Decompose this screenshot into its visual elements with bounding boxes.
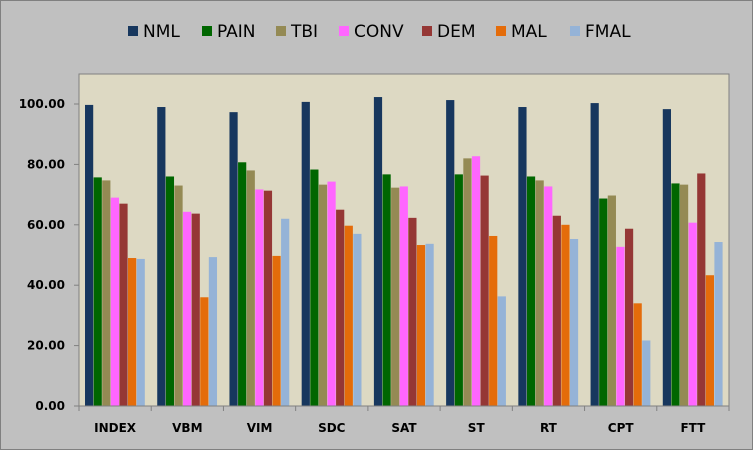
y-tick-label: 80.00: [27, 157, 65, 171]
bar-conv-st: [471, 156, 481, 406]
x-tick-label: VBM: [172, 421, 202, 435]
bar-pain-sdc: [310, 169, 319, 406]
bar-nml-sdc: [301, 101, 310, 406]
bar-dem-sat: [408, 217, 417, 406]
bar-fmal-index: [136, 258, 145, 406]
bar-fmal-cpt: [642, 340, 651, 406]
bar-mal-sat: [416, 245, 426, 406]
bar-conv-vim: [255, 189, 264, 406]
bar-pain-index: [93, 177, 102, 406]
legend-label-tbi: TBI: [290, 22, 318, 42]
x-tick-label: CPT: [608, 421, 635, 435]
bar-dem-cpt: [624, 228, 634, 406]
bar-fmal-sat: [425, 243, 434, 406]
bars: [85, 97, 723, 407]
x-tick-label: FTT: [680, 421, 706, 435]
y-tick-label: 20.00: [27, 339, 65, 353]
bar-dem-vbm: [191, 213, 200, 406]
x-tick-label: INDEX: [94, 421, 137, 435]
legend-swatch-mal: [496, 26, 506, 36]
y-tick-label: 40.00: [27, 278, 65, 292]
bar-nml-st: [446, 100, 455, 406]
x-tick-label: SAT: [391, 421, 417, 435]
bar-fmal-vim: [281, 218, 290, 406]
bar-fmal-vbm: [208, 257, 218, 406]
bar-mal-vim: [272, 255, 281, 406]
bar-mal-cpt: [633, 303, 642, 406]
bar-fmal-st: [497, 296, 506, 406]
legend-swatch-conv: [339, 26, 349, 36]
bar-conv-index: [110, 197, 120, 406]
bar-conv-ftt: [688, 222, 697, 406]
bar-pain-ftt: [671, 183, 680, 406]
legend-label-conv: CONV: [354, 22, 404, 42]
x-tick-label: ST: [468, 421, 486, 435]
bar-pain-st: [454, 174, 463, 406]
y-tick-label: 100.00: [19, 97, 65, 111]
legend-swatch-pain: [202, 26, 212, 36]
bar-tbi-index: [102, 180, 111, 406]
y-tick-label: 0.00: [35, 399, 65, 413]
bar-pain-rt: [526, 176, 536, 406]
legend-swatch-fmal: [570, 26, 580, 36]
bar-fmal-ftt: [714, 242, 723, 406]
x-tick-label: SDC: [318, 421, 346, 435]
bar-dem-vim: [263, 190, 273, 406]
legend-swatch-dem: [422, 26, 432, 36]
bar-mal-ftt: [705, 275, 714, 406]
bar-pain-sat: [382, 174, 391, 406]
bar-fmal-sdc: [353, 233, 362, 406]
bar-mal-rt: [561, 224, 570, 406]
bar-dem-index: [119, 203, 128, 406]
bar-nml-vim: [229, 112, 238, 407]
bar-dem-st: [480, 175, 489, 406]
legend-swatch-nml: [128, 26, 138, 36]
bar-fmal-rt: [569, 238, 579, 406]
legend: NML PAIN TBI CONV DEM MAL FMAL: [128, 22, 631, 42]
legend-label-pain: PAIN: [217, 22, 256, 42]
x-tick-label: VIM: [247, 421, 273, 435]
legend-label-mal: MAL: [511, 22, 547, 42]
x-tick-label: RT: [540, 421, 558, 435]
bar-conv-sdc: [327, 181, 336, 406]
bar-nml-ftt: [662, 109, 671, 406]
bar-tbi-sdc: [318, 184, 328, 406]
bar-pain-vim: [238, 162, 247, 406]
bar-mal-st: [489, 235, 498, 406]
bar-nml-rt: [518, 107, 527, 407]
bar-tbi-ftt: [679, 184, 689, 406]
bar-dem-rt: [552, 215, 561, 406]
bar-mal-vbm: [200, 297, 209, 406]
bar-conv-cpt: [616, 246, 625, 406]
bar-mal-index: [128, 258, 137, 406]
bar-tbi-vbm: [174, 185, 183, 406]
axes: 0.00 20.00 40.00 60.00 80.00 100.00 INDEX VBM VI…: [19, 74, 730, 435]
bar-dem-ftt: [697, 173, 706, 406]
bar-pain-vbm: [165, 176, 175, 406]
legend-label-fmal: FMAL: [585, 22, 631, 42]
legend-label-nml: NML: [143, 22, 180, 42]
legend-swatch-tbi: [276, 26, 286, 36]
bar-dem-sdc: [336, 209, 345, 406]
legend-label-dem: DEM: [437, 22, 476, 42]
bar-tbi-st: [463, 158, 472, 406]
bar-conv-sat: [399, 186, 408, 406]
bar-tbi-cpt: [607, 195, 616, 406]
bar-tbi-vim: [246, 170, 255, 406]
bar-conv-vbm: [183, 211, 192, 406]
bar-nml-vbm: [157, 107, 166, 407]
bar-nml-cpt: [590, 103, 599, 406]
bar-nml-sat: [373, 97, 383, 407]
bar-pain-cpt: [599, 198, 608, 406]
bar-nml-index: [85, 104, 94, 406]
bar-tbi-sat: [391, 187, 400, 406]
bar-conv-rt: [544, 186, 553, 406]
y-tick-label: 60.00: [27, 218, 65, 232]
bar-tbi-rt: [535, 180, 544, 406]
bar-mal-sdc: [344, 225, 353, 406]
